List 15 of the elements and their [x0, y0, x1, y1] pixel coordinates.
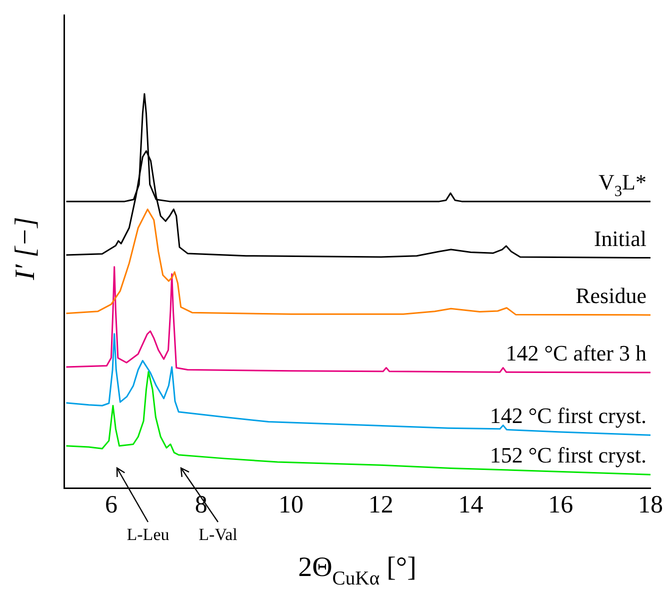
series-label: 152 °C first cryst. — [490, 442, 647, 468]
x-tick-label: 14 — [458, 492, 484, 519]
series-label: 142 °C after 3 h — [506, 340, 646, 366]
x-tick-label: 6 — [104, 492, 118, 519]
x-tick-label: 18 — [638, 492, 663, 519]
series-label: Residue — [576, 282, 647, 308]
text: L-Leu — [126, 525, 170, 544]
series-label: Initial — [594, 226, 647, 251]
x-tick-label: 8 — [194, 492, 208, 519]
x-tick-label: 12 — [368, 492, 394, 519]
text: L-Val — [198, 525, 238, 544]
x-tick-label: 10 — [278, 492, 304, 519]
y-axis-title: I′ [−] — [10, 216, 41, 281]
x-tick-label: 16 — [548, 492, 574, 519]
series-label: 142 °C first cryst. — [490, 403, 647, 428]
